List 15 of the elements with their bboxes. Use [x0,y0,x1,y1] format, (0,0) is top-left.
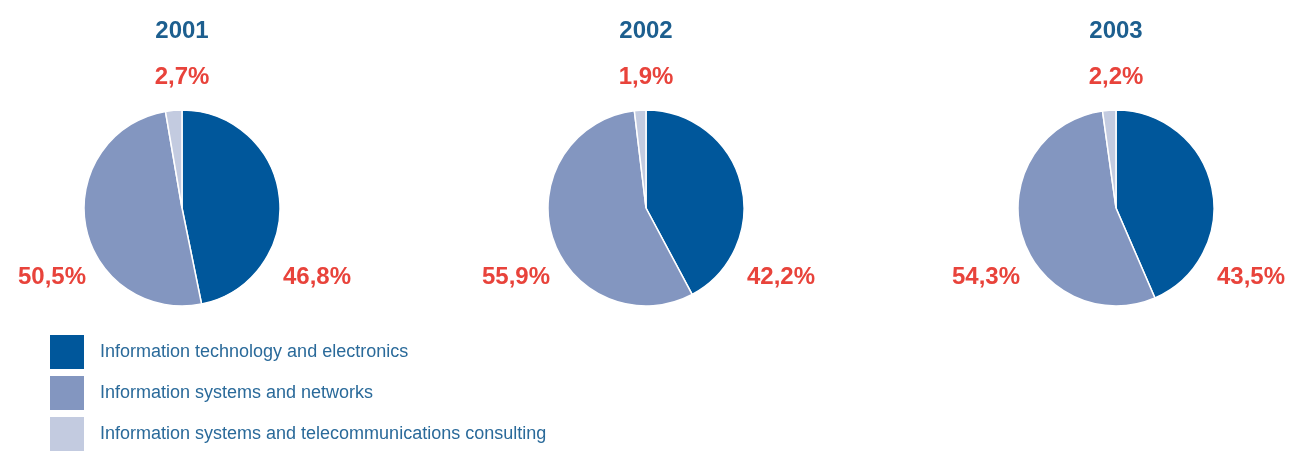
legend-label: Information systems and networks [100,381,374,402]
chart-title: 2001 [155,16,209,43]
data-label: 54,3% [951,262,1021,290]
legend-label: Information systems and telecommunications consulting [100,422,547,443]
chart-title: 2002 [619,16,673,43]
data-label: 1,9% [618,62,674,90]
data-label: 2,7% [154,62,210,90]
data-label: 55,9% [481,262,551,290]
data-label: 50,5% [17,262,87,290]
legend-label: Information technology and electronics [100,340,409,361]
data-label: 42,2% [746,262,816,290]
data-label: 46,8% [282,262,352,290]
data-label: 2,2% [1088,62,1144,90]
chart-title: 2003 [1089,16,1143,43]
data-label: 43,5% [1216,262,1286,290]
